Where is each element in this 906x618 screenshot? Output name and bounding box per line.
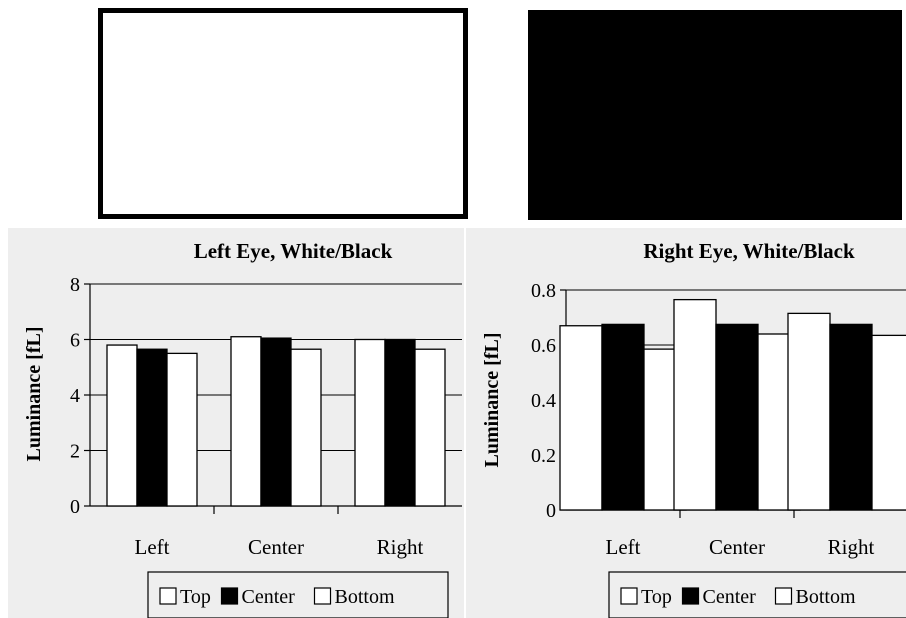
legend-swatch-bottom [313,587,332,605]
y-axis-label: Luminance [fL] [481,333,503,468]
y-axis-label: Luminance [fL] [23,327,45,462]
y-tick-label: 0.2 [531,445,556,467]
left-eye-chart: 0 2 4 6 8 Left Center Right Left Eye, White/Blac… [8,228,464,618]
legend-box [147,571,449,618]
y-tick-label: 2 [70,441,80,463]
right-eye-chart: 0 0.2 0.4 0.6 0.8 Left Center Right Right Eye, W… [466,228,906,618]
legend-label-bottom: Bottom [796,586,856,608]
bar-top-right [354,338,386,507]
legend-swatch-top [159,587,177,605]
y-tick-label: 0 [546,500,556,522]
legend-label-bottom: Bottom [335,586,395,608]
y-tick-label: 8 [70,274,80,296]
legend-label-center: Center [242,586,296,608]
bar-bottom-right [414,348,446,507]
legend-swatch-bottom [774,587,793,605]
y-tick-label: 0.8 [531,280,556,302]
legend-swatch-top [620,587,638,605]
bar-top-right [787,312,831,511]
x-category-label: Left [606,535,641,559]
x-category-label: Right [377,535,424,559]
y-tick-label: 4 [70,385,80,407]
y-tick-label: 6 [70,330,80,352]
black-test-pattern [528,10,902,220]
legend-label-top: Top [641,586,672,608]
bar-bottom-left [166,352,198,507]
chart-title: Right Eye, White/Black [643,239,855,263]
bar-bottom-right [871,334,906,511]
bar-center-center [260,337,292,507]
bar-top-center [230,336,262,507]
bar-center-left [136,348,168,507]
bar-center-right [829,323,873,511]
bar-top-center [673,298,717,511]
x-category-label: Center [709,535,765,559]
bar-bottom-center [290,348,322,507]
x-category-label: Left [135,535,170,559]
x-category-label: Right [828,535,875,559]
bar-center-center [715,323,759,511]
x-category-label: Center [248,535,304,559]
legend-box [608,571,906,618]
legend-label-top: Top [180,586,211,608]
y-tick-label: 0.4 [531,390,556,412]
bar-top-left [559,325,603,511]
y-tick-label: 0.6 [531,335,556,357]
bar-center-left [601,323,645,511]
legend-label-center: Center [703,586,757,608]
bar-center-right [384,338,416,507]
bar-top-left [106,344,138,507]
legend-swatch-center [681,587,700,605]
white-test-pattern [98,8,468,219]
y-tick-label: 0 [70,496,80,518]
chart-title: Left Eye, White/Black [194,239,393,263]
legend-swatch-center [220,587,239,605]
